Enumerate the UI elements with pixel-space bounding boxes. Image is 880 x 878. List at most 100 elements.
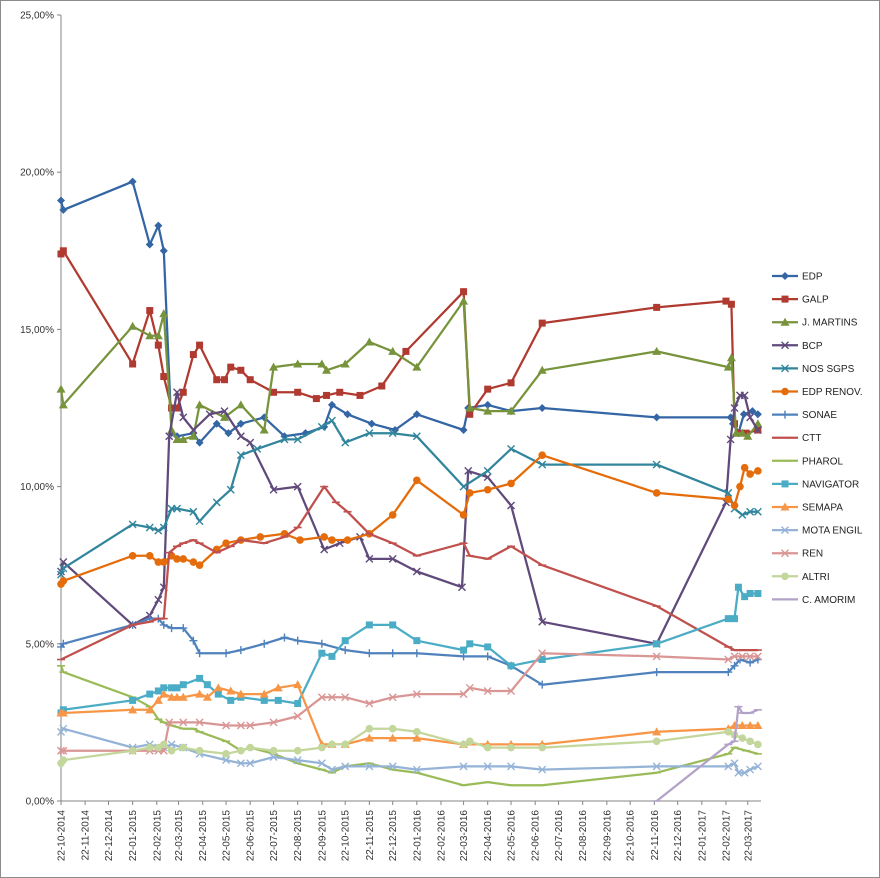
x-tick-label: 22-10-2016 bbox=[626, 810, 637, 862]
x-tick-label: 22-01-2016 bbox=[412, 810, 423, 862]
data-point-navigator bbox=[260, 696, 268, 704]
data-point-j-martins bbox=[465, 403, 475, 412]
data-point-semapa bbox=[412, 733, 422, 742]
data-point-nos-sgps bbox=[145, 523, 154, 532]
data-point-edp bbox=[739, 410, 748, 419]
x-tick-label: 22-02-2015 bbox=[152, 810, 163, 862]
data-point-altri bbox=[483, 743, 492, 752]
y-tick-label: 10,00% bbox=[20, 482, 54, 493]
data-point-altri bbox=[459, 740, 468, 749]
data-point-altri bbox=[179, 743, 188, 752]
data-point-nos-sgps bbox=[483, 466, 492, 475]
data-point-edp-renov bbox=[652, 489, 661, 497]
data-point-bcp bbox=[165, 432, 174, 441]
data-point-edp-renov bbox=[740, 463, 749, 472]
data-point-galp bbox=[460, 288, 468, 296]
data-point-nos-sgps bbox=[173, 504, 182, 513]
y-tick-label: 25,00% bbox=[20, 11, 54, 22]
data-point-bcp bbox=[483, 473, 492, 482]
x-tick-label: 22-02-2017 bbox=[721, 810, 732, 862]
data-point-semapa bbox=[259, 689, 269, 698]
data-point-galp bbox=[168, 404, 176, 412]
data-point-j-martins bbox=[159, 309, 169, 318]
data-point-ren bbox=[195, 718, 204, 727]
data-point-mota-engil bbox=[327, 765, 336, 774]
data-point-ren bbox=[327, 693, 336, 702]
data-point-galp bbox=[196, 341, 204, 349]
data-point-edp-renov bbox=[538, 451, 547, 459]
data-point-bcp bbox=[538, 617, 547, 626]
data-point-navigator bbox=[154, 687, 162, 695]
x-tick-label: 22-08-2016 bbox=[578, 810, 589, 862]
data-point-ren bbox=[179, 718, 188, 727]
data-point-edp-renov bbox=[413, 476, 421, 485]
data-point-j-martins bbox=[58, 400, 68, 409]
data-point-altri bbox=[269, 746, 278, 755]
data-point-altri bbox=[365, 724, 374, 733]
data-point-galp bbox=[237, 366, 245, 374]
data-point-bcp bbox=[236, 432, 245, 441]
data-point-mota-engil bbox=[483, 762, 492, 771]
legend-label-semapa: SEMAPA bbox=[802, 503, 843, 514]
data-point-altri bbox=[195, 746, 204, 755]
legend-marker-mota-engil bbox=[781, 526, 789, 535]
data-point-bcp bbox=[746, 413, 755, 422]
data-point-edp bbox=[412, 410, 421, 419]
data-point-mota-engil bbox=[365, 762, 374, 771]
data-point-navigator bbox=[318, 649, 326, 657]
legend-label-pharol: PHAROL bbox=[802, 456, 844, 467]
data-point-navigator bbox=[734, 583, 742, 591]
data-point-bcp bbox=[464, 466, 473, 475]
legend-item-navigator: NAVIGATOR bbox=[772, 479, 859, 490]
series-line-ctt bbox=[60, 485, 758, 661]
data-point-bcp bbox=[365, 554, 374, 563]
data-point-semapa bbox=[202, 692, 212, 701]
data-point-mota-engil bbox=[341, 762, 350, 771]
data-point-galp bbox=[312, 395, 320, 403]
data-point-j-martins bbox=[412, 362, 422, 371]
data-point-semapa bbox=[273, 683, 283, 692]
data-point-navigator bbox=[507, 662, 515, 670]
data-point-ren bbox=[269, 718, 278, 727]
legend-item-sonae: SONAE bbox=[772, 410, 837, 421]
data-point-ren bbox=[483, 686, 492, 695]
data-point-j-martins bbox=[322, 365, 332, 374]
data-point-navigator bbox=[484, 643, 492, 651]
legend-marker-navigator bbox=[781, 480, 789, 488]
data-point-altri bbox=[507, 743, 515, 752]
data-point-nos-sgps bbox=[507, 444, 516, 453]
data-point-j-martins bbox=[731, 428, 741, 437]
data-point-galp bbox=[466, 410, 474, 418]
data-point-nos-sgps bbox=[159, 523, 168, 532]
data-point-ren bbox=[652, 652, 661, 661]
legend-item-j-martins: J. MARTINS bbox=[772, 317, 858, 329]
data-point-mota-engil bbox=[459, 762, 468, 771]
data-point-altri bbox=[652, 737, 661, 746]
data-point-ren bbox=[538, 649, 547, 658]
data-point-edp-renov bbox=[746, 470, 754, 478]
data-point-sonae bbox=[388, 649, 397, 658]
legend-marker-edp-renov bbox=[781, 387, 789, 396]
data-point-altri bbox=[538, 743, 547, 752]
data-point-sonae bbox=[341, 646, 350, 655]
data-point-edp-renov bbox=[724, 495, 733, 503]
data-point-bcp bbox=[753, 426, 762, 435]
data-point-edp-renov bbox=[222, 539, 230, 547]
data-point-sonae bbox=[724, 668, 733, 677]
data-point-ren bbox=[246, 721, 255, 730]
data-point-navigator bbox=[160, 684, 168, 692]
data-point-nos-sgps bbox=[341, 438, 350, 447]
data-point-edp bbox=[236, 419, 245, 428]
data-point-edp bbox=[154, 221, 163, 230]
data-point-bcp bbox=[220, 407, 229, 416]
data-point-edp bbox=[212, 419, 221, 428]
data-point-edp bbox=[343, 410, 352, 419]
data-point-semapa bbox=[753, 721, 763, 730]
data-point-j-martins bbox=[506, 406, 516, 415]
data-point-altri bbox=[413, 728, 421, 736]
data-point-edp-renov bbox=[195, 561, 204, 569]
data-point-navigator bbox=[227, 696, 235, 704]
data-point-mota-engil bbox=[246, 759, 255, 768]
y-tick-label: 5,00% bbox=[26, 639, 54, 650]
data-point-bcp bbox=[388, 554, 397, 563]
